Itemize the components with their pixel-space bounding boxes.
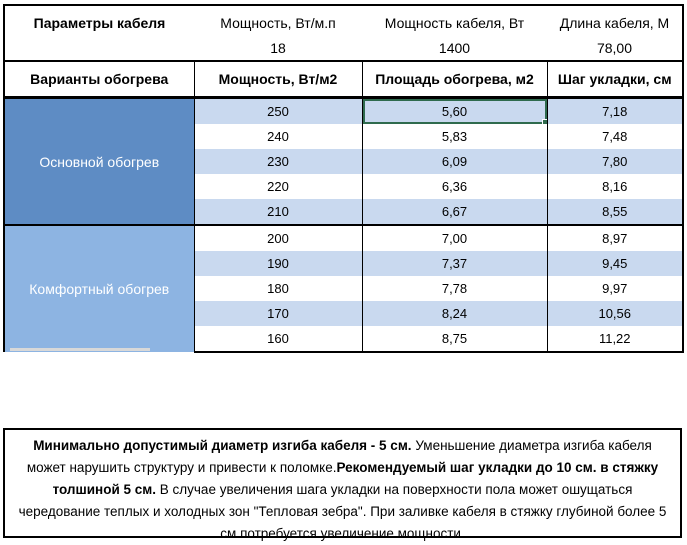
note-text-zebra-warning: В случае увеличения шага укладки на пове… [18,482,667,541]
params-value-row: 18 1400 78,00 [3,36,684,62]
cell-power[interactable]: 180 [193,276,363,301]
cell-step[interactable]: 9,97 [546,276,684,301]
merged-cell-shadow [10,348,150,351]
cable-parameters-sheet: Параметры кабеля Мощность, Вт/м.п Мощнос… [3,4,684,353]
cell-step[interactable]: 11,22 [546,326,684,353]
header-step[interactable]: Шаг укладки, см [546,60,684,99]
table-row: 170 8,24 10,56 [4,301,684,326]
selected-cell-value: 5,60 [441,104,468,119]
cell-area[interactable]: 8,24 [361,301,548,326]
cell-power[interactable]: 170 [193,301,363,326]
cell-area-selected[interactable]: 5,60 [361,97,548,124]
table-row: 230 6,09 7,80 [4,149,684,174]
param-label-cable-power[interactable]: Мощность кабеля, Вт [362,4,547,36]
cell-step[interactable]: 8,97 [546,224,684,251]
cell-step[interactable]: 10,56 [546,301,684,326]
cell-area[interactable]: 6,67 [361,199,548,225]
selection-fill-handle[interactable] [541,119,546,124]
table-row: 210 6,67 8,55 [4,199,684,225]
cell-power[interactable]: 190 [193,251,363,276]
cell-power[interactable]: 210 [193,199,363,225]
group-cell-primary[interactable]: Основной обогрев [3,97,195,225]
cell-area[interactable]: 6,09 [361,149,548,174]
header-variants[interactable]: Варианты обогрева [3,60,195,99]
param-value-cable-power[interactable]: 1400 [362,36,547,62]
cell-step[interactable]: 7,18 [546,97,684,124]
table-row: 220 6,36 8,16 [4,174,684,199]
params-title-cell[interactable]: Параметры кабеля [3,4,194,36]
cell-power[interactable]: 230 [193,149,363,174]
table-row: 240 5,83 7,48 [4,124,684,149]
cell-step[interactable]: 7,48 [546,124,684,149]
table-row: Основной обогрев 250 5,60 7,18 [3,97,684,225]
header-area[interactable]: Площадь обогрева, м2 [361,60,548,99]
cell-area[interactable]: 7,78 [361,276,548,301]
cell-area[interactable]: 7,37 [361,251,548,276]
table-header-row: Варианты обогрева Мощность, Вт/м2 Площад… [3,60,684,99]
header-power[interactable]: Мощность, Вт/м2 [193,60,363,99]
param-value-power-per-m[interactable]: 18 [194,36,362,62]
param-label-power-per-m[interactable]: Мощность, Вт/м.п [194,4,362,36]
cell-power[interactable]: 250 [193,97,363,124]
cell-step[interactable]: 7,80 [546,149,684,174]
cell-step[interactable]: 8,55 [546,199,684,225]
table-row: 160 8,75 11,22 [4,326,684,353]
table-row: 180 7,78 9,97 [4,276,684,301]
cell-power[interactable]: 200 [193,224,363,251]
cell-area[interactable]: 7,00 [361,224,548,251]
cell-power[interactable]: 220 [193,174,363,199]
cell-area[interactable]: 5,83 [361,124,548,149]
group-cell-secondary[interactable]: Комфортный обогрев [3,224,195,352]
cell-step[interactable]: 9,45 [546,251,684,276]
note-bold-bend-diameter: Минимально допустимый диаметр изгиба каб… [33,438,412,453]
table-row: 190 7,37 9,45 [4,251,684,276]
params-label-row: Параметры кабеля Мощность, Вт/м.п Мощнос… [3,4,684,36]
note-bold-laying-step: Рекомендуемый шаг укладки до 10 см. в ст… [52,460,659,497]
cell-power[interactable]: 160 [193,326,363,353]
table-row: Комфортный обогрев 200 7,00 8,97 [3,224,684,352]
cell-area[interactable]: 8,75 [361,326,548,353]
cell-step[interactable]: 8,16 [546,174,684,199]
cell-area[interactable]: 6,36 [361,174,548,199]
param-label-cable-length[interactable]: Длина кабеля, М [547,4,684,36]
param-value-cable-length[interactable]: 78,00 [547,36,684,62]
note-text-bend-warning: Уменьшение диаметра изгиба кабеля может … [26,438,652,475]
cell-power[interactable]: 240 [193,124,363,149]
params-empty-cell[interactable] [3,36,194,62]
installation-note: Минимально допустимый диаметр изгиба каб… [3,428,682,541]
